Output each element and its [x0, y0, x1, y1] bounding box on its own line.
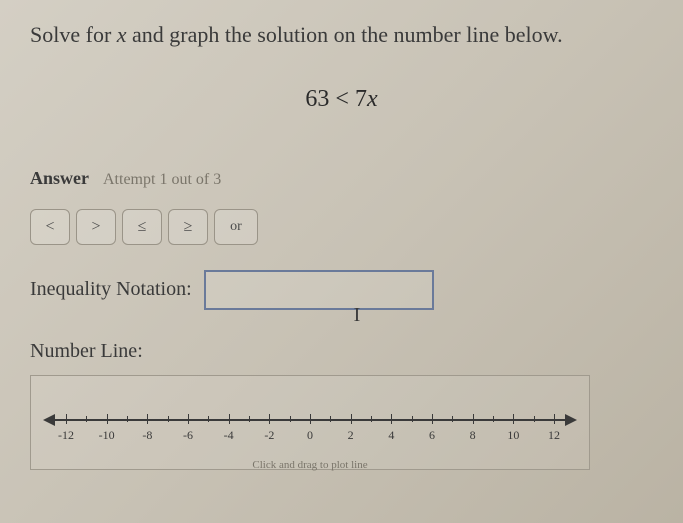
or-button[interactable]: or: [214, 209, 258, 245]
tick-label: 0: [307, 428, 313, 443]
tick-mark-minor: [290, 416, 291, 422]
tick-mark-minor: [493, 416, 494, 422]
equation-rhs-coef: 7: [355, 86, 367, 112]
less-than-button[interactable]: <: [30, 209, 70, 245]
tick-label: -12: [58, 428, 74, 443]
tick-mark-minor: [371, 416, 372, 422]
attempt-counter: Attempt 1 out of 3: [103, 171, 221, 188]
tick-label: 6: [429, 428, 435, 443]
question-variable: x: [117, 22, 127, 47]
tick-mark-minor: [249, 416, 250, 422]
answer-header: Answer Attempt 1 out of 3: [30, 168, 653, 189]
tick-mark-minor: [412, 416, 413, 422]
tick-label: 2: [348, 428, 354, 443]
tick-label: 4: [388, 428, 394, 443]
tick-label: 8: [470, 428, 476, 443]
tick-mark-minor: [208, 416, 209, 422]
tick-mark-minor: [452, 416, 453, 422]
tick-mark: [229, 414, 230, 424]
number-line-container[interactable]: -12 -10 -8 -6 -4 -2 0 2 4 6 8 10 12 Click and drag t…: [30, 375, 590, 470]
tick-mark: [147, 414, 148, 424]
equation-lhs: 63: [305, 86, 329, 112]
question-prefix: Solve for: [30, 22, 117, 47]
tick-label: -4: [224, 428, 234, 443]
equation-rhs-var: x: [367, 86, 378, 112]
tick-label: 12: [548, 428, 560, 443]
less-equal-button[interactable]: ≤: [122, 209, 162, 245]
tick-mark-minor: [330, 416, 331, 422]
tick-label: -2: [264, 428, 274, 443]
tick-mark: [269, 414, 270, 424]
tick-mark: [432, 414, 433, 424]
tick-container: -12-10-8-6-4-2024681012: [66, 414, 554, 444]
text-cursor-icon: I: [354, 304, 361, 327]
tick-mark: [513, 414, 514, 424]
tick-mark-minor: [534, 416, 535, 422]
question-suffix: and graph the solution on the number lin…: [127, 22, 563, 47]
tick-mark: [391, 414, 392, 424]
operator-button-row: < > ≤ ≥ or: [30, 209, 653, 245]
notation-row: Inequality Notation: I: [30, 270, 653, 310]
greater-equal-button[interactable]: ≥: [168, 209, 208, 245]
question-text: Solve for x and graph the solution on th…: [30, 20, 653, 51]
tick-mark-minor: [127, 416, 128, 422]
tick-mark-minor: [86, 416, 87, 422]
tick-mark: [107, 414, 108, 424]
answer-label: Answer: [30, 168, 89, 188]
number-line[interactable]: -12 -10 -8 -6 -4 -2 0 2 4 6 8 10 12: [41, 411, 579, 451]
tick-label: -6: [183, 428, 193, 443]
tick-label: -10: [99, 428, 115, 443]
number-line-label: Number Line:: [30, 340, 653, 363]
tick-mark: [188, 414, 189, 424]
inequality-notation-input[interactable]: [204, 270, 434, 310]
arrow-right-icon: [565, 414, 577, 426]
tick-mark: [310, 414, 311, 424]
number-line-hint: Click and drag to plot line: [252, 459, 367, 471]
tick-mark-minor: [168, 416, 169, 422]
tick-label: 10: [507, 428, 519, 443]
tick-label: -8: [142, 428, 152, 443]
greater-than-button[interactable]: >: [76, 209, 116, 245]
inequality-notation-label: Inequality Notation:: [30, 278, 192, 301]
equation: 63 < 7x: [30, 86, 653, 113]
tick-mark: [473, 414, 474, 424]
tick-mark: [554, 414, 555, 424]
tick-mark: [351, 414, 352, 424]
tick-mark: [66, 414, 67, 424]
equation-operator: <: [335, 86, 349, 112]
